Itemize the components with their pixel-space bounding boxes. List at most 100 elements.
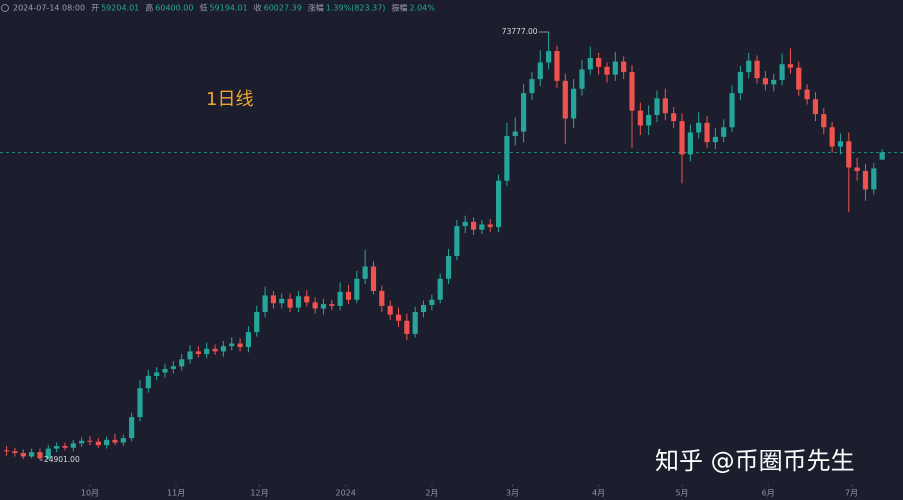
header-value: 60027.39 bbox=[264, 4, 302, 13]
candle-body bbox=[454, 226, 460, 256]
candle-body bbox=[879, 152, 885, 160]
collapse-icon[interactable] bbox=[1, 4, 9, 12]
candle-body bbox=[120, 438, 126, 443]
candle-body bbox=[554, 51, 560, 81]
candle-body bbox=[12, 451, 18, 454]
candle-body bbox=[779, 64, 785, 80]
candle-body bbox=[95, 441, 101, 446]
candle-body bbox=[229, 343, 235, 347]
candle-body bbox=[495, 180, 502, 228]
header-label: 开 bbox=[91, 4, 99, 13]
candle-body bbox=[237, 343, 243, 348]
candle-body bbox=[337, 291, 343, 306]
candle-body bbox=[295, 296, 302, 308]
x-tick-label: 3月 bbox=[506, 489, 519, 498]
candle-body bbox=[37, 452, 43, 459]
candle-body bbox=[504, 136, 510, 181]
candle-body bbox=[370, 266, 377, 291]
candle-body bbox=[871, 168, 877, 190]
candle-body bbox=[429, 299, 435, 306]
candle-body bbox=[796, 67, 802, 90]
candle-body bbox=[729, 93, 735, 128]
candle-body bbox=[721, 127, 727, 137]
x-tick-label: 11月 bbox=[167, 489, 185, 498]
candle-body bbox=[737, 72, 743, 94]
candle-body bbox=[771, 79, 777, 85]
candle-body bbox=[537, 62, 543, 80]
candle-body bbox=[187, 351, 193, 360]
header-label: 高 bbox=[145, 3, 153, 13]
header-label: 涨幅 bbox=[308, 3, 324, 13]
candle-body bbox=[204, 348, 210, 355]
candle-body bbox=[621, 61, 627, 73]
candle-body bbox=[787, 64, 794, 68]
candle-body bbox=[20, 453, 26, 457]
candle-body bbox=[604, 66, 610, 75]
candle-body bbox=[629, 72, 635, 111]
candle-body bbox=[354, 278, 360, 300]
candle-body bbox=[154, 372, 160, 376]
candle-body bbox=[254, 312, 260, 333]
header-value: 1.39%(823.37) bbox=[326, 4, 386, 13]
header-time: 2024-07-14 08:00 bbox=[13, 4, 85, 13]
candle-body bbox=[412, 312, 418, 334]
x-tick-label: 2024 bbox=[336, 489, 356, 498]
candle-body bbox=[387, 305, 393, 315]
candle-body bbox=[54, 445, 60, 449]
candle-body bbox=[804, 89, 810, 100]
candle-body bbox=[320, 304, 327, 309]
candle-body bbox=[420, 305, 427, 313]
candle-body bbox=[562, 80, 568, 119]
candle-body bbox=[62, 445, 68, 448]
candle-body bbox=[179, 359, 185, 367]
interval-label: 1日线 bbox=[206, 89, 253, 110]
candle-body bbox=[487, 224, 493, 228]
candle-body bbox=[362, 266, 368, 279]
candle-body bbox=[821, 114, 827, 128]
candle-body bbox=[587, 58, 593, 70]
candle-body bbox=[70, 443, 76, 448]
candle-body bbox=[521, 93, 527, 132]
header-value: 60400.00 bbox=[155, 4, 193, 13]
candle-body bbox=[579, 69, 585, 89]
candle-body bbox=[754, 60, 760, 79]
candle-body bbox=[512, 131, 518, 137]
candle-body bbox=[304, 296, 310, 303]
candle-body bbox=[395, 314, 402, 321]
candle-body bbox=[462, 221, 468, 227]
candle-body bbox=[112, 439, 118, 443]
candle-body bbox=[612, 61, 618, 75]
candle-body bbox=[662, 98, 668, 114]
candle-body bbox=[129, 417, 135, 439]
candle-body bbox=[212, 348, 218, 352]
candle-body bbox=[137, 388, 143, 418]
x-tick-label: 5月 bbox=[675, 489, 688, 498]
candle-body bbox=[270, 295, 277, 304]
candle-body bbox=[746, 60, 752, 73]
x-tick-label: 2月 bbox=[425, 489, 438, 498]
candle-body bbox=[104, 439, 110, 446]
candle-body bbox=[87, 440, 93, 442]
candle-body bbox=[762, 78, 768, 85]
watermark: 知乎 @币圈币先生 bbox=[655, 447, 855, 475]
candle-body bbox=[571, 88, 577, 119]
extreme-label: 73777.00 bbox=[502, 27, 538, 36]
candle-body bbox=[837, 141, 844, 147]
x-tick-label: 4月 bbox=[592, 489, 605, 498]
candle-body bbox=[245, 332, 251, 348]
candle-body bbox=[195, 351, 201, 355]
header-label: 低 bbox=[199, 3, 207, 13]
candle-body bbox=[404, 320, 410, 334]
candle-body bbox=[596, 58, 602, 67]
candle-body bbox=[329, 304, 335, 306]
candle-body bbox=[854, 167, 860, 172]
candle-body bbox=[479, 224, 485, 230]
candle-body bbox=[654, 98, 660, 115]
candle-body bbox=[437, 278, 443, 300]
candle-body bbox=[379, 290, 385, 306]
candle-body bbox=[262, 295, 268, 313]
x-tick-label: 12月 bbox=[250, 489, 268, 498]
candle-body bbox=[712, 136, 718, 143]
